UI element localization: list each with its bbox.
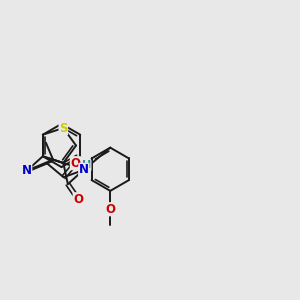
Text: N: N (22, 164, 32, 177)
Text: S: S (59, 122, 68, 134)
Text: H: H (82, 160, 91, 170)
Text: N: N (79, 163, 89, 176)
Text: O: O (73, 193, 83, 206)
Text: N: N (79, 164, 89, 176)
Text: O: O (70, 157, 80, 170)
Text: O: O (105, 203, 115, 216)
